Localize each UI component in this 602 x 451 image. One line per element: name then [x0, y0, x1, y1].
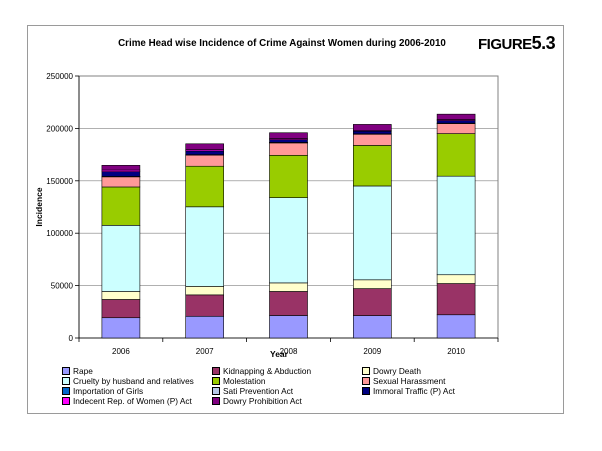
- legend-label: Indecent Rep. of Women (P) Act: [73, 396, 192, 406]
- bar-segment-kidnapping-abduction: [101, 299, 141, 319]
- bar-segment-cruelty-by-husband-and-relatives: [352, 185, 392, 281]
- legend-swatch: [362, 377, 370, 385]
- figure-label: FIGURE5.3: [478, 33, 556, 54]
- legend-label: Sati Prevention Act: [223, 386, 294, 396]
- bar-segment-sexual-harassment: [101, 176, 141, 188]
- legend-item: Importation of Girls: [62, 386, 143, 396]
- legend-swatch: [62, 397, 70, 405]
- chart-title: Crime Head wise Incidence of Crime Again…: [118, 38, 446, 49]
- bar-segment-cruelty-by-husband-and-relatives: [101, 225, 141, 292]
- bar-segment-rape: [436, 314, 476, 339]
- x-tick-label: 2008: [280, 347, 298, 356]
- bar-segment-sexual-harassment: [352, 133, 392, 146]
- figure-label-word: FIGURE: [478, 36, 532, 53]
- legend-item: Dowry Prohibition Act: [212, 396, 302, 406]
- bar-segment-immoral-traffic-p-act: [352, 130, 392, 135]
- bar-segment-cruelty-by-husband-and-relatives: [185, 206, 224, 287]
- bar-segment-dowry-prohibition-act: [436, 113, 476, 120]
- legend-item: Molestation: [212, 376, 265, 386]
- legend-swatch: [212, 397, 220, 405]
- legend-item: Immoral Traffic (P) Act: [362, 386, 455, 396]
- bar-segment-sexual-harassment: [436, 122, 476, 134]
- legend-label: Rape: [73, 366, 93, 376]
- bar-segment-dowry-death: [101, 291, 141, 300]
- y-tick-label: 250000: [46, 72, 73, 81]
- legend-swatch: [212, 387, 220, 395]
- y-axis-label: Incidence: [34, 187, 44, 226]
- legend-item: Indecent Rep. of Women (P) Act: [62, 396, 192, 406]
- bar-segment-kidnapping-abduction: [352, 288, 392, 316]
- bar-segment-immoral-traffic-p-act: [436, 120, 476, 124]
- bar-segment-sexual-harassment: [185, 154, 224, 167]
- bar-segment-dowry-prohibition-act: [269, 132, 308, 139]
- legend-swatch: [212, 367, 220, 375]
- bar-segment-molestation: [436, 133, 476, 177]
- y-tick-label: 50000: [51, 282, 74, 291]
- legend-item: Cruelty by husband and relatives: [62, 376, 194, 386]
- bar-segment-dowry-death: [269, 282, 308, 292]
- bar-segment-dowry-death: [352, 279, 392, 289]
- legend-label: Importation of Girls: [73, 386, 144, 396]
- legend-label: Immoral Traffic (P) Act: [373, 386, 455, 396]
- bar-segment-dowry-prohibition-act: [185, 143, 224, 150]
- bar-segment-kidnapping-abduction: [185, 294, 224, 317]
- x-tick-label: 2010: [447, 347, 465, 356]
- bar-segment-molestation: [101, 186, 141, 226]
- y-tick-label: 200000: [46, 124, 73, 133]
- legend-item: Rape: [62, 366, 93, 376]
- legend-item: Kidnapping & Abduction: [212, 366, 311, 376]
- bar-segment-immoral-traffic-p-act: [101, 171, 141, 177]
- x-axis-label: Year: [270, 349, 289, 359]
- bar-segment-dowry-prohibition-act: [352, 124, 392, 131]
- legend-item: Sati Prevention Act: [212, 386, 293, 396]
- bar-segment-molestation: [352, 145, 392, 187]
- y-tick-label: 150000: [46, 177, 73, 186]
- legend-swatch: [362, 367, 370, 375]
- legend-swatch: [62, 387, 70, 395]
- bar-segment-molestation: [185, 165, 224, 208]
- legend-label: Molestation: [223, 376, 266, 386]
- bar-segment-cruelty-by-husband-and-relatives: [269, 197, 308, 284]
- legend-label: Sexual Harassment: [373, 376, 446, 386]
- legend-label: Dowry Death: [373, 366, 421, 376]
- bar-segment-kidnapping-abduction: [269, 291, 308, 316]
- bar-segment-dowry-death: [436, 274, 476, 284]
- bar-segment-cruelty-by-husband-and-relatives: [436, 175, 476, 276]
- bar-segment-molestation: [269, 154, 308, 198]
- bar-segment-rape: [101, 317, 141, 339]
- bar-segment-rape: [269, 315, 308, 339]
- bar-segment-kidnapping-abduction: [436, 283, 476, 316]
- legend-swatch: [62, 367, 70, 375]
- legend-swatch: [212, 377, 220, 385]
- legend-label: Kidnapping & Abduction: [223, 366, 312, 376]
- bar-segment-dowry-death: [185, 286, 224, 296]
- legend-label: Cruelty by husband and relatives: [73, 376, 194, 386]
- legend-item: Dowry Death: [362, 366, 421, 376]
- x-tick-label: 2007: [196, 347, 214, 356]
- bar-segment-dowry-prohibition-act: [101, 165, 141, 171]
- bar-segment-rape: [185, 315, 224, 339]
- bar-segment-rape: [352, 315, 392, 339]
- y-tick-label: 0: [69, 334, 74, 343]
- legend-swatch: [62, 377, 70, 385]
- x-tick-label: 2009: [363, 347, 381, 356]
- figure-label-number: 5.3: [531, 33, 556, 53]
- x-tick-label: 2006: [112, 347, 130, 356]
- legend-item: Sexual Harassment: [362, 376, 445, 386]
- legend-label: Dowry Prohibition Act: [223, 396, 302, 406]
- plot-area: 0 50000 100000 150000 200000 250000 2006 2007 20…: [46, 72, 499, 356]
- y-tick-label: 100000: [46, 229, 73, 238]
- legend-swatch: [362, 387, 370, 395]
- bar-segment-immoral-traffic-p-act: [269, 139, 308, 143]
- bar-segment-immoral-traffic-p-act: [185, 150, 224, 155]
- bar-segment-sexual-harassment: [269, 142, 308, 156]
